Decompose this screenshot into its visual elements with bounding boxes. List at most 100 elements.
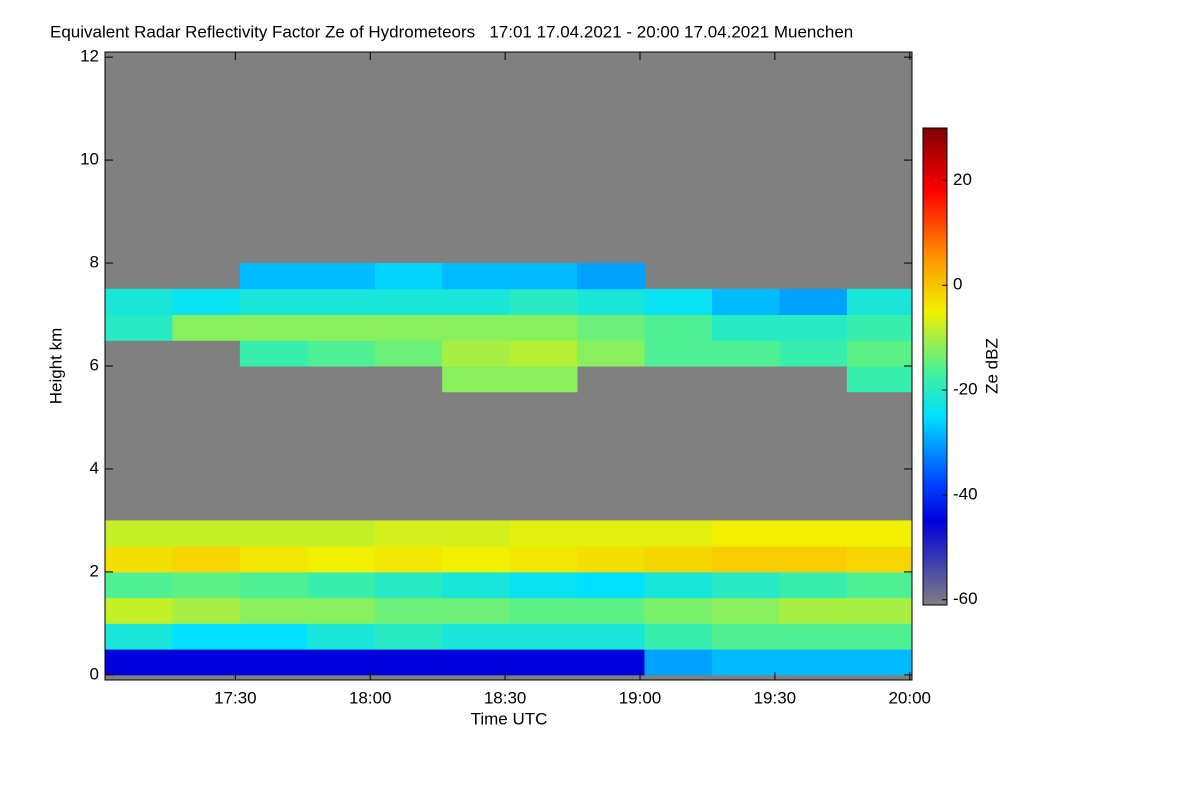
x-tick-label: 18:30 — [484, 688, 527, 707]
heatmap-cell — [442, 314, 511, 341]
heatmap-cell — [172, 314, 241, 341]
heatmap-cell — [846, 546, 913, 573]
heatmap-cell — [644, 623, 713, 650]
heatmap-cell — [172, 597, 241, 624]
heatmap-cell — [239, 263, 308, 290]
heatmap-cell — [711, 623, 780, 650]
heatmap-cell — [105, 314, 173, 341]
heatmap-cell — [442, 649, 511, 676]
heatmap-cell — [577, 571, 645, 599]
heatmap-cell — [239, 571, 308, 599]
heatmap-cell — [577, 597, 645, 624]
heatmap-cell — [172, 520, 241, 547]
heatmap-cell — [442, 263, 511, 290]
heatmap-cell — [644, 597, 713, 624]
heatmap-cell — [307, 263, 376, 290]
colorbar-tick-label: -20 — [953, 380, 978, 399]
x-tick-label: 19:30 — [754, 688, 797, 707]
x-tick-label: 17:30 — [214, 688, 257, 707]
y-tick-label: 2 — [90, 561, 99, 580]
heatmap-cell — [239, 597, 308, 624]
heatmap-cell — [239, 288, 308, 316]
heatmap-cell — [374, 314, 443, 341]
heatmap-cell — [711, 597, 780, 624]
heatmap-cell — [846, 314, 913, 341]
heatmap-cell — [846, 520, 913, 547]
heatmap-cell — [577, 314, 645, 341]
y-tick-label: 0 — [90, 664, 99, 683]
colorbar-tick-label: -40 — [953, 484, 978, 503]
heatmap-cell — [105, 571, 173, 599]
heatmap-cell — [307, 649, 376, 676]
heatmap-cell — [779, 546, 848, 573]
heatmap-cell — [779, 340, 848, 367]
heatmap-cell — [846, 340, 913, 367]
heatmap-cell — [442, 340, 511, 367]
heatmap-cell — [711, 520, 780, 547]
heatmap-cell — [644, 340, 713, 367]
y-tick-label: 6 — [90, 355, 99, 374]
heatmap-cell — [509, 597, 578, 624]
heatmap-cell — [577, 520, 645, 547]
heatmap-cell — [779, 314, 848, 341]
heatmap-cell — [846, 649, 913, 676]
heatmap-cell — [846, 597, 913, 624]
heatmap-cell — [711, 649, 780, 676]
heatmap-cell — [509, 546, 578, 573]
heatmap-cell — [374, 288, 443, 316]
heatmap-cell — [105, 288, 173, 316]
y-tick-label: 8 — [90, 253, 99, 272]
heatmap-cell — [374, 597, 443, 624]
heatmap-cell — [509, 366, 578, 393]
heatmap-cell — [644, 520, 713, 547]
heatmap-cell — [374, 623, 443, 650]
heatmap-cell — [644, 314, 713, 341]
y-tick-label: 10 — [80, 150, 99, 169]
colorbar — [922, 127, 948, 606]
colorbar-tick-label: 0 — [953, 275, 962, 294]
heatmap-cell — [577, 546, 645, 573]
heatmap-cell — [172, 623, 241, 650]
heatmap-cell — [442, 597, 511, 624]
y-axis-label: Height km — [46, 328, 65, 405]
heatmap-cell — [846, 366, 913, 393]
heatmap-cell — [442, 520, 511, 547]
heatmap-cell — [711, 314, 780, 341]
heatmap-cell — [239, 314, 308, 341]
y-tick-label: 4 — [90, 458, 99, 477]
heatmap-cell — [172, 571, 241, 599]
heatmap-cell — [846, 288, 913, 316]
heatmap-cell — [711, 546, 780, 573]
colorbar-tick-label: 20 — [953, 170, 972, 189]
heatmap-cell — [509, 649, 578, 676]
heatmap-cell — [577, 649, 645, 676]
heatmap-cell — [442, 571, 511, 599]
heatmap-cell — [509, 623, 578, 650]
heatmap-cell — [442, 288, 511, 316]
heatmap-cell — [307, 288, 376, 316]
heatmap-cell — [644, 571, 713, 599]
heatmap-cell — [779, 623, 848, 650]
heatmap-cell — [711, 571, 780, 599]
heatmap-cell — [644, 649, 713, 676]
heatmap-cell — [239, 546, 308, 573]
heatmap-cell — [644, 546, 713, 573]
heatmap-cell — [105, 623, 173, 650]
heatmap-cell — [779, 649, 848, 676]
heatmap-cell — [105, 649, 173, 676]
heatmap-cell — [509, 571, 578, 599]
heatmap-cell — [779, 288, 848, 316]
heatmap-cell — [711, 340, 780, 367]
heatmap-cell — [711, 288, 780, 316]
heatmap-cell — [779, 571, 848, 599]
heatmap-cell — [374, 546, 443, 573]
heatmap-cell — [577, 263, 645, 290]
colorbar-tick-label: -60 — [953, 589, 978, 608]
heatmap-cell — [779, 520, 848, 547]
colorbar-label: Ze dBZ — [982, 338, 1001, 394]
heatmap-cell — [577, 340, 645, 367]
heatmap-cell — [644, 288, 713, 316]
heatmap-cell — [307, 520, 376, 547]
heatmap-cell — [307, 623, 376, 650]
